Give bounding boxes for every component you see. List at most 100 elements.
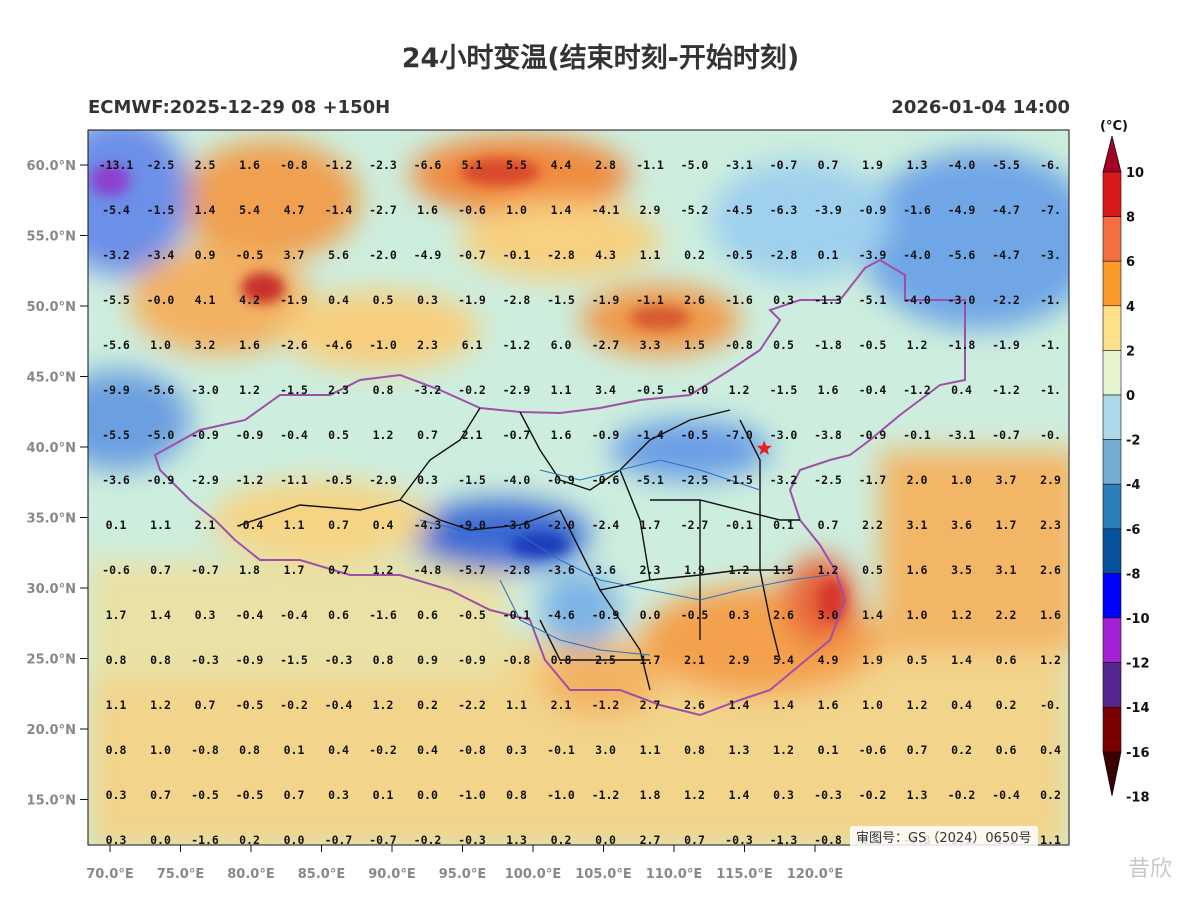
grid-value: 0.0 <box>640 608 661 622</box>
grid-value: 5.5 <box>506 158 527 172</box>
grid-value: -2.9 <box>503 383 531 397</box>
grid-value: -0.5 <box>681 608 709 622</box>
grid-value: 0.2 <box>1040 788 1061 802</box>
grid-value: -0.8 <box>725 338 753 352</box>
grid-value: 1.6 <box>1040 608 1061 622</box>
temperature-field <box>88 130 1069 845</box>
grid-value: -1.6 <box>191 833 219 847</box>
grid-value: 0.8 <box>239 743 260 757</box>
grid-value: -1.4 <box>636 428 664 442</box>
grid-value: 2.2 <box>996 608 1017 622</box>
grid-value: -1.3 <box>814 293 842 307</box>
grid-value: -2.5 <box>681 473 709 487</box>
grid-value: -1. <box>1040 293 1061 307</box>
grid-value: 0.8 <box>506 788 527 802</box>
colorbar-label: 4 <box>1126 300 1135 315</box>
grid-value: -4.7 <box>992 248 1020 262</box>
grid-value: -6.6 <box>414 158 442 172</box>
grid-value: 2.3 <box>1040 518 1061 532</box>
grid-value: 1.2 <box>1040 653 1061 667</box>
grid-value: 2.6 <box>1040 563 1061 577</box>
grid-value: 0.4 <box>328 293 349 307</box>
grid-value: -2.5 <box>814 473 842 487</box>
grid-value: 1.2 <box>729 563 750 577</box>
grid-value: -4.1 <box>592 203 620 217</box>
map-frame <box>87 129 1070 846</box>
grid-value: -0.4 <box>325 698 353 712</box>
grid-value: 2.5 <box>595 653 616 667</box>
grid-value: -1.9 <box>592 293 620 307</box>
grid-value: -1.0 <box>369 338 397 352</box>
grid-value: -9.0 <box>458 518 486 532</box>
colorbar-label: -10 <box>1126 612 1150 627</box>
grid-value: 1.2 <box>373 563 394 577</box>
grid-value: -3.2 <box>770 473 798 487</box>
grid-value: 1.6 <box>239 158 260 172</box>
grid-value: -0.4 <box>280 428 308 442</box>
grid-value: 0.5 <box>907 653 928 667</box>
grid-value: -4.9 <box>948 203 976 217</box>
grid-value: 4.3 <box>595 248 616 262</box>
grid-value: 0.4 <box>417 743 438 757</box>
grid-value: 1.1 <box>106 698 127 712</box>
grid-value: -0.3 <box>191 653 219 667</box>
grid-value: 0.5 <box>328 428 349 442</box>
grid-value: 2.9 <box>729 653 750 667</box>
grid-value: -1.9 <box>458 293 486 307</box>
lat-tick-label: 25.0°N <box>27 653 76 668</box>
lat-tick-label: 45.0°N <box>27 371 76 386</box>
grid-value: -5.5 <box>102 293 130 307</box>
grid-value: -1.1 <box>636 293 664 307</box>
grid-value: -0.7 <box>369 833 397 847</box>
grid-value: -0.3 <box>458 833 486 847</box>
grid-value: 0.1 <box>818 743 839 757</box>
grid-value: 1.2 <box>773 743 794 757</box>
grid-value: 1.4 <box>551 203 572 217</box>
grid-value: -1. <box>1040 338 1061 352</box>
grid-value: 0.3 <box>417 473 438 487</box>
grid-value: 1.4 <box>150 608 171 622</box>
grid-value: -4.6 <box>325 338 353 352</box>
grid-value: 2.7 <box>640 833 661 847</box>
grid-value: -0.9 <box>147 473 175 487</box>
grid-value: 0.5 <box>373 293 394 307</box>
colorbar-label: -8 <box>1126 567 1140 582</box>
lon-tick-label: 85.0°E <box>298 867 345 882</box>
grid-value: 1.3 <box>907 158 928 172</box>
grid-value: 2.3 <box>640 563 661 577</box>
grid-value: 1.0 <box>150 743 171 757</box>
grid-value: 2.6 <box>773 608 794 622</box>
lon-tick-label: 120.0°E <box>787 867 844 882</box>
grid-value: 0.6 <box>996 653 1017 667</box>
grid-value: -1.9 <box>280 293 308 307</box>
colorbar-bottom-arrow <box>1102 751 1122 796</box>
grid-value: -0.4 <box>280 608 308 622</box>
grid-value: -3.6 <box>102 473 130 487</box>
grid-value: 3.2 <box>195 338 216 352</box>
grid-value: 5.4 <box>773 653 794 667</box>
grid-value: -3.8 <box>814 428 842 442</box>
grid-value: -1.6 <box>725 293 753 307</box>
grid-value: 1.7 <box>640 653 661 667</box>
grid-value: -5.0 <box>681 158 709 172</box>
grid-value: 6.1 <box>462 338 483 352</box>
grid-value: 1.6 <box>417 203 438 217</box>
grid-value: 0.7 <box>284 788 305 802</box>
grid-value: 0.5 <box>773 338 794 352</box>
grid-value: 2.6 <box>684 698 705 712</box>
grid-value: -1.9 <box>992 338 1020 352</box>
grid-value: -0.5 <box>325 473 353 487</box>
grid-value: -5.7 <box>458 563 486 577</box>
colorbar-segment <box>1102 483 1122 530</box>
grid-value: 1.4 <box>195 203 216 217</box>
axis-ticks: 70.0°E 75.0°E 80.0°E 85.0°E 90.0°E 95.0°E 100.… <box>27 159 844 882</box>
colorbar-label: -4 <box>1126 478 1140 493</box>
lat-tick-label: 40.0°N <box>27 441 76 456</box>
grid-value: 1.1 <box>284 518 305 532</box>
grid-value: -5.4 <box>102 203 130 217</box>
grid-value: 0.6 <box>328 608 349 622</box>
grid-value: -4.0 <box>903 248 931 262</box>
grid-value: 0.7 <box>818 518 839 532</box>
grid-value: 2.1 <box>195 518 216 532</box>
grid-value: 3.0 <box>818 608 839 622</box>
